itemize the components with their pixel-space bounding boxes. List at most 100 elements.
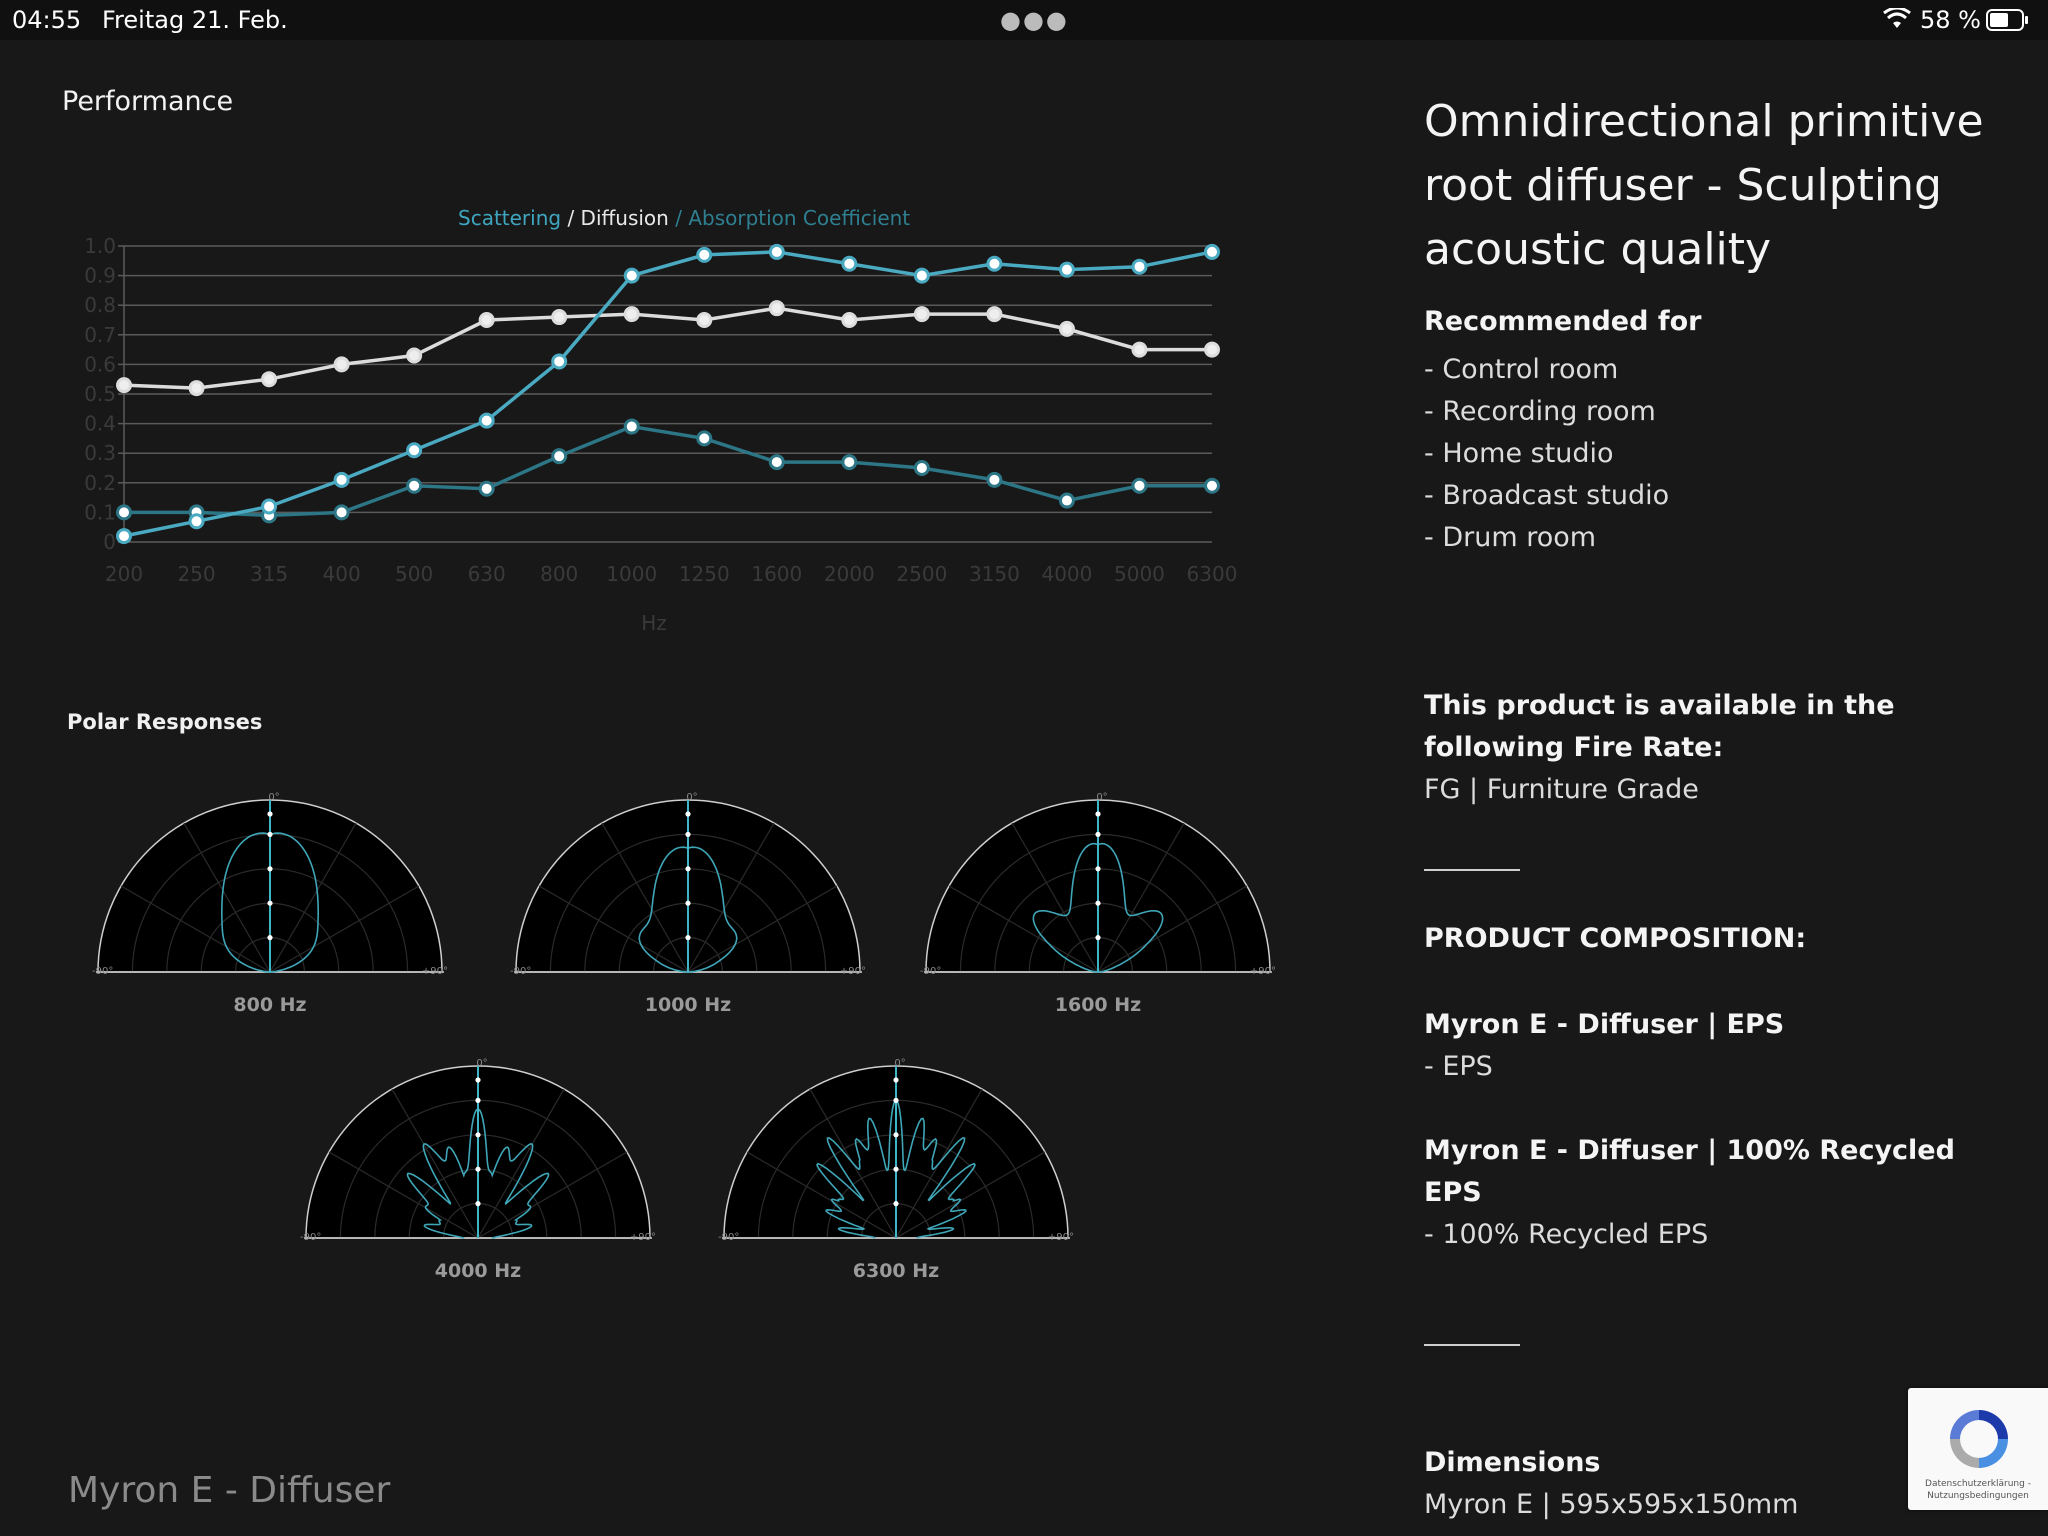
polar-axis-dot (267, 935, 273, 941)
polar-frequency-label: 4000 Hz (434, 1260, 522, 1282)
data-point (333, 471, 350, 488)
polar-spoke (269, 822, 357, 973)
y-tick-label: 0.4 (84, 412, 116, 436)
multitasking-dots-icon[interactable]: ●●● (1000, 6, 1069, 34)
x-tick-label: 2000 (824, 562, 875, 586)
fire-rate-value: FG | Furniture Grade (1424, 774, 1699, 805)
polar-angle-left: -90° (92, 966, 113, 977)
data-point (1204, 341, 1220, 358)
data-point (1131, 258, 1148, 275)
data-point (768, 243, 785, 260)
data-point (1131, 477, 1148, 494)
data-point (1058, 261, 1075, 278)
legend-text: Scattering / Diffusion / Absorption Coef… (458, 206, 910, 230)
data-point (551, 448, 568, 465)
polar-axis-dot (893, 1132, 899, 1138)
data-point (551, 309, 568, 326)
data-point (768, 300, 785, 317)
polar-spoke (477, 1151, 628, 1239)
divider (1424, 1344, 1520, 1346)
polar-axis-dot (685, 866, 691, 872)
polar-axis-dot (1095, 811, 1101, 817)
x-tick-label: 5000 (1114, 562, 1165, 586)
composition-item-name: Myron E - Diffuser | 100% Recycled EPS (1424, 1135, 1955, 1208)
data-point (406, 347, 423, 364)
polar-axis-dot (893, 1201, 899, 1207)
polar-axis-dot (267, 900, 273, 906)
polar-spoke (895, 1151, 1046, 1239)
wifi-icon (1883, 8, 1911, 28)
polar-angle-left: -90° (510, 966, 531, 977)
y-tick-label: 0.7 (84, 323, 116, 347)
polar-angle-top: 0° (476, 1058, 487, 1069)
data-point (696, 312, 713, 328)
polar-spoke (120, 885, 271, 973)
recaptcha-icon (1950, 1410, 2008, 1468)
data-point (333, 504, 350, 521)
data-point (478, 312, 495, 328)
data-point (1058, 492, 1075, 509)
polar-chart: 0° -90° +90° (718, 1058, 1074, 1243)
data-point (913, 460, 930, 476)
data-point (986, 306, 1003, 323)
recaptcha-links[interactable]: Datenschutzerklärung - Nutzungsbedingung… (1925, 1479, 2031, 1501)
data-point (696, 430, 713, 447)
composition-item-material: - EPS (1424, 1051, 1493, 1082)
x-tick-label: 630 (468, 562, 506, 586)
polar-axis-dot (267, 866, 273, 872)
polar-axis-dot (475, 1097, 481, 1103)
polar-chart: 0° -90° +90° (300, 1058, 656, 1243)
y-tick-label: 0.9 (84, 264, 116, 288)
polar-angle-left: -90° (920, 966, 941, 977)
data-point (333, 356, 350, 373)
data-point (623, 418, 640, 435)
polar-axis-dot (685, 900, 691, 906)
series-line-0 (123, 250, 1213, 538)
legend-item-2: / Absorption Coefficient (669, 206, 910, 230)
data-point (188, 513, 205, 530)
list-item: - Recording room (1424, 396, 1656, 427)
data-point (841, 312, 858, 328)
polar-axis-dot (1095, 935, 1101, 941)
list-item: - Broadcast studio (1424, 480, 1670, 511)
list-item: - Control room (1424, 354, 1619, 385)
footer-product-name: Myron E - Diffuser (68, 1470, 391, 1511)
polar-spoke (687, 822, 775, 973)
polar-chart: 0° -90° +90° (920, 792, 1276, 977)
polar-axis-dot (475, 1166, 481, 1172)
data-point (551, 353, 568, 370)
product-details: Omnidirectional primitive root diffuser … (1424, 90, 1984, 1526)
polar-axis-dot (475, 1077, 481, 1083)
polar-axis-dot (685, 811, 691, 817)
data-point (478, 480, 495, 497)
composition-item-material: - 100% Recycled EPS (1424, 1219, 1709, 1250)
recommended-heading: Recommended for (1424, 306, 1702, 337)
polar-axis-dot (1095, 831, 1101, 837)
polar-responses-title: Polar Responses (67, 710, 263, 734)
data-point (261, 498, 278, 515)
status-time: 04:55 (12, 6, 82, 34)
x-tick-label: 400 (323, 562, 361, 586)
recaptcha-badge[interactable]: Datenschutzerklärung - Nutzungsbedingung… (1908, 1388, 2048, 1510)
y-tick-label: 0.5 (84, 382, 116, 406)
x-tick-label: 6300 (1187, 562, 1238, 586)
polar-axis-dot (475, 1132, 481, 1138)
polar-spoke (1097, 885, 1248, 973)
polar-axis-dot (1095, 866, 1101, 872)
data-point (696, 246, 713, 263)
polar-angle-left: -90° (718, 1232, 739, 1243)
data-point (841, 255, 858, 272)
performance-chart: Scattering / Diffusion / Absorption Coef… (84, 206, 1238, 635)
polar-angle-top: 0° (894, 1058, 905, 1069)
polar-spoke (948, 885, 1099, 973)
polar-angle-top: 0° (686, 792, 697, 803)
status-bar: 04:55 Freitag 21. Feb. ●●● 58 % (0, 0, 2048, 40)
polar-spoke (601, 822, 689, 973)
data-point (116, 377, 132, 394)
polar-spoke (746, 1151, 897, 1239)
polar-spoke (477, 1088, 565, 1239)
list-item: - Drum room (1424, 522, 1597, 553)
recommended-list: - Control room - Recording room - Home s… (1424, 349, 1984, 559)
data-point (913, 267, 930, 284)
list-item: - Home studio (1424, 438, 1614, 469)
